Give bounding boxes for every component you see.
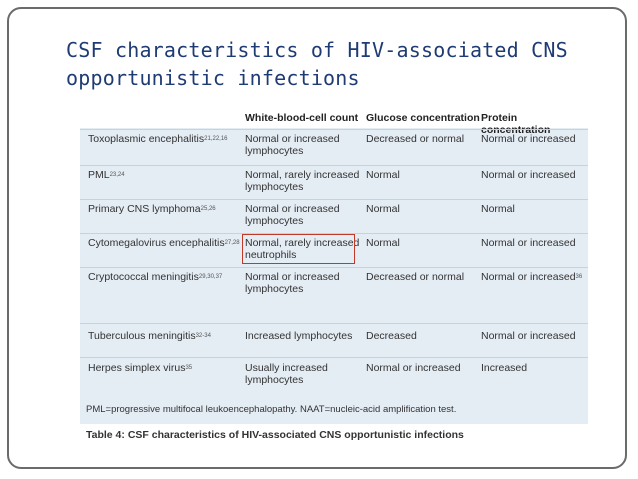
wbc-cell: Usually increased lymphocytes [245,362,328,386]
reference-superscript: 36 [575,274,583,280]
protein-value: Normal or increased [481,169,576,181]
glucose-cell: Normal or increased [366,362,461,374]
protein-value: Normal or increased [481,330,576,342]
protein-cell: Normal [481,203,586,215]
table-footnote: PML=progressive multifocal leukoencephal… [86,404,457,415]
glucose-cell: Normal [366,237,400,249]
header-protein: Protein concentration [481,112,551,136]
reference-superscript: 32-34 [195,333,211,339]
condition-name: Primary CNS lymphoma [88,203,201,215]
glucose-cell: Normal [366,203,400,215]
glucose-cell: Decreased or normal [366,133,465,145]
table-header: White-blood-cell count Glucose concentra… [80,108,588,136]
protein-value: Normal or increased [481,133,576,145]
protein-value: Normal or increased [481,271,576,283]
csf-table: White-blood-cell count Glucose concentra… [80,108,588,446]
reference-superscript: 21,22,16 [204,136,228,142]
wbc-cell: Normal or increased lymphocytes [245,271,340,295]
condition-name: PML [88,169,110,181]
table-caption-bar: Table 4: CSF characteristics of HIV-asso… [80,424,588,446]
table-row: PML23,24 Normal, rarely increased lympho… [80,165,588,200]
glucose-cell: Decreased or normal [366,271,465,283]
table-row: Tuberculous meningitis32-34 Increased ly… [80,323,588,358]
condition-name: Herpes simplex virus [88,362,186,374]
header-wbc: White-blood-cell count [245,112,359,124]
condition-name: Tuberculous meningitis [88,330,196,342]
protein-cell: Normal or increased36 [481,271,586,283]
table-row: Toxoplasmic encephalitis21,22,16 Normal … [80,129,588,164]
condition-name: Cryptococcal meningitis [88,271,199,283]
protein-value: Normal [481,203,515,215]
wbc-cell: Normal, rarely increased lymphocytes [245,169,360,193]
table-row: Cryptococcal meningitis29,30,37 Normal o… [80,267,588,322]
protein-value: Increased [481,362,528,374]
slide-frame [7,7,627,469]
protein-value: Normal or increased [481,237,576,249]
reference-superscript: 25,26 [200,206,216,212]
reference-superscript: 23,24 [109,172,125,178]
reference-superscript: 35 [185,365,193,371]
reference-superscript: 29,30,37 [198,274,223,280]
reference-superscript: 27,28 [224,240,240,246]
protein-cell: Increased [481,362,586,374]
condition-name: Cytomegalovirus encephalitis [88,237,225,249]
table-caption: Table 4: CSF characteristics of HIV-asso… [86,429,464,441]
protein-cell: Normal or increased [481,133,586,145]
protein-cell: Normal or increased [481,330,586,342]
condition-name: Toxoplasmic encephalitis [88,133,205,145]
table-row: Primary CNS lymphoma25,26 Normal or incr… [80,199,588,234]
slide-title: CSF characteristics of HIV-associated CN… [66,38,568,90]
wbc-cell: Normal, rarely increased neutrophils [245,237,360,261]
table-row: Herpes simplex virus35 Usually increased… [80,357,588,398]
wbc-cell: Normal or increased lymphocytes [245,133,340,157]
glucose-cell: Normal [366,169,400,181]
protein-cell: Normal or increased [481,237,586,249]
glucose-cell: Decreased [366,330,417,342]
highlight-box [242,234,355,264]
wbc-cell: Increased lymphocytes [245,330,353,342]
wbc-cell: Normal or increased lymphocytes [245,203,340,227]
protein-cell: Normal or increased [481,169,586,181]
table-row: Cytomegalovirus encephalitis27,28 Normal… [80,233,588,268]
header-glucose: Glucose concentration [366,112,480,124]
